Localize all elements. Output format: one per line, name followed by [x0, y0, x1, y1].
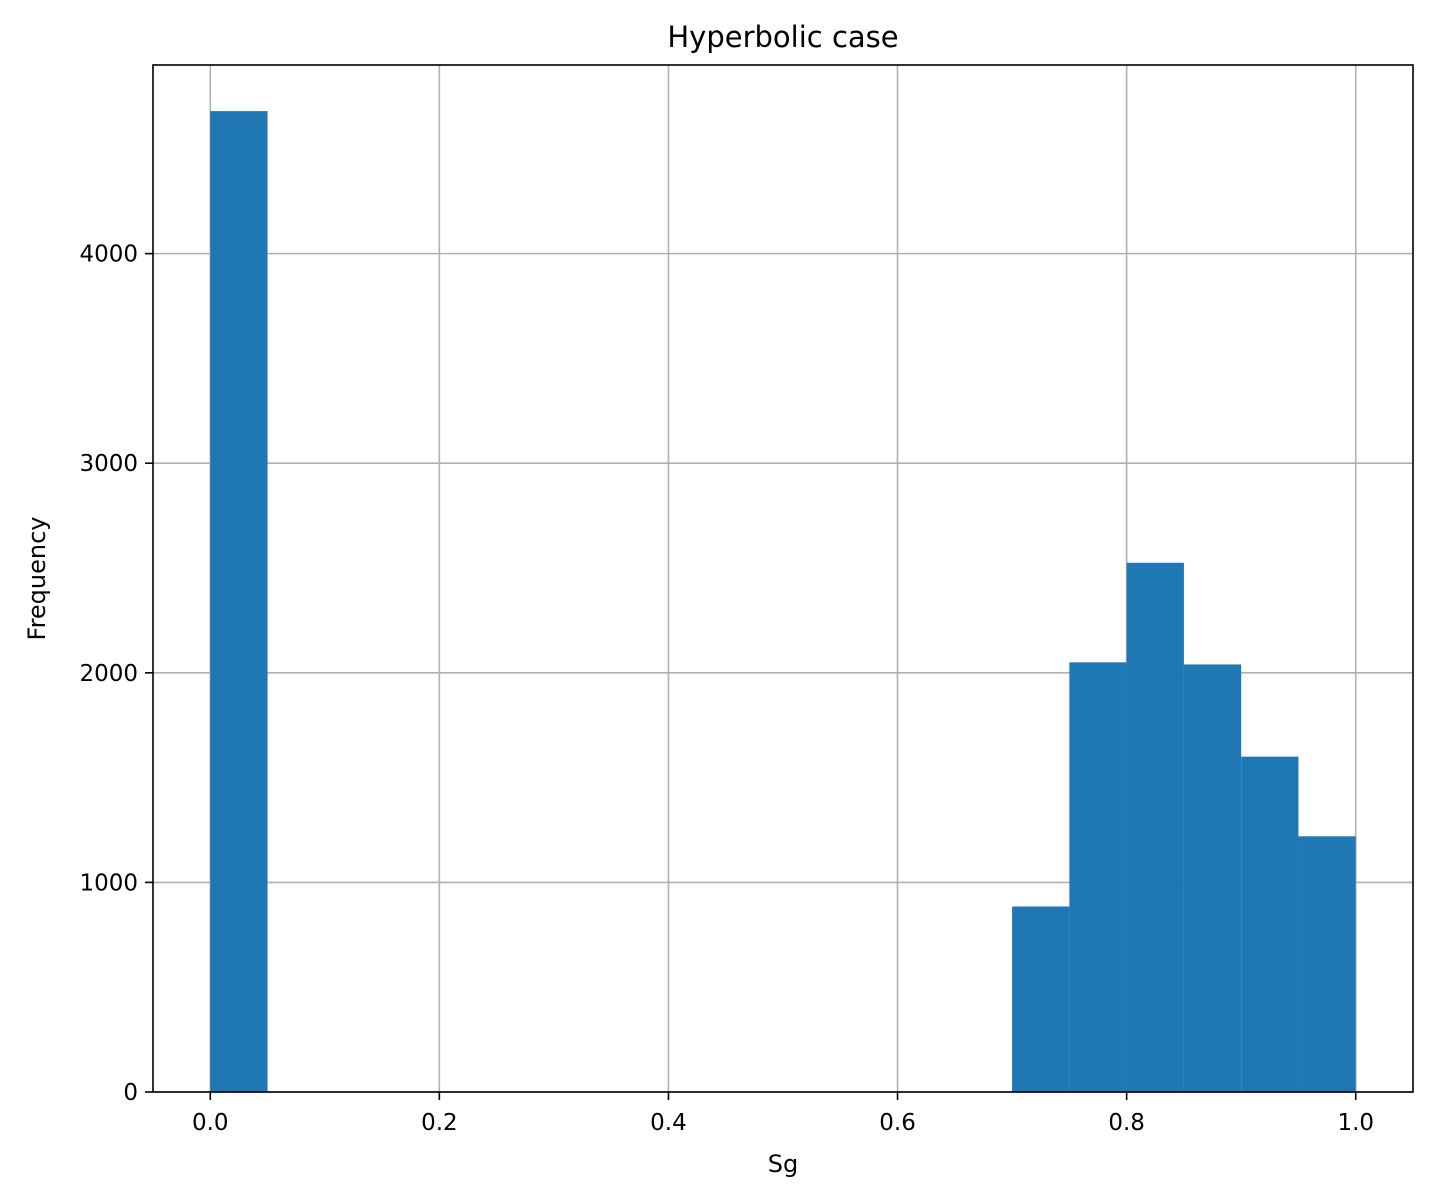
histogram-bar	[1012, 906, 1070, 1092]
y-tick-label: 4000	[79, 242, 138, 268]
histogram-bar	[210, 111, 268, 1092]
x-tick-label: 0.0	[192, 1110, 229, 1136]
histogram-bar	[1126, 562, 1184, 1092]
histogram-bar	[1241, 756, 1299, 1092]
x-tick-label: 0.6	[879, 1110, 916, 1136]
histogram-bars	[210, 111, 1356, 1092]
histogram-bar	[1069, 662, 1127, 1092]
axis-ticks: 0.0 0.2 0.4 0.6 0.8 1.0 0 1000 2000 3000 4000	[79, 242, 1374, 1136]
y-tick-label: 1000	[79, 870, 138, 896]
chart-title: Hyperbolic case	[667, 20, 898, 54]
x-tick-label: 0.4	[650, 1110, 687, 1136]
y-tick-label: 2000	[79, 661, 138, 687]
y-tick-label: 0	[123, 1080, 138, 1106]
histogram-bar	[1298, 836, 1356, 1092]
x-tick-label: 0.2	[421, 1110, 458, 1136]
histogram-bar	[1183, 664, 1242, 1092]
x-axis-label: Sg	[768, 1150, 798, 1178]
y-tick-label: 3000	[79, 451, 138, 477]
y-axis-label: Frequency	[23, 517, 51, 641]
plot-frame	[152, 64, 1414, 1093]
x-tick-label: 0.8	[1108, 1110, 1145, 1136]
x-tick-label: 1.0	[1337, 1110, 1374, 1136]
